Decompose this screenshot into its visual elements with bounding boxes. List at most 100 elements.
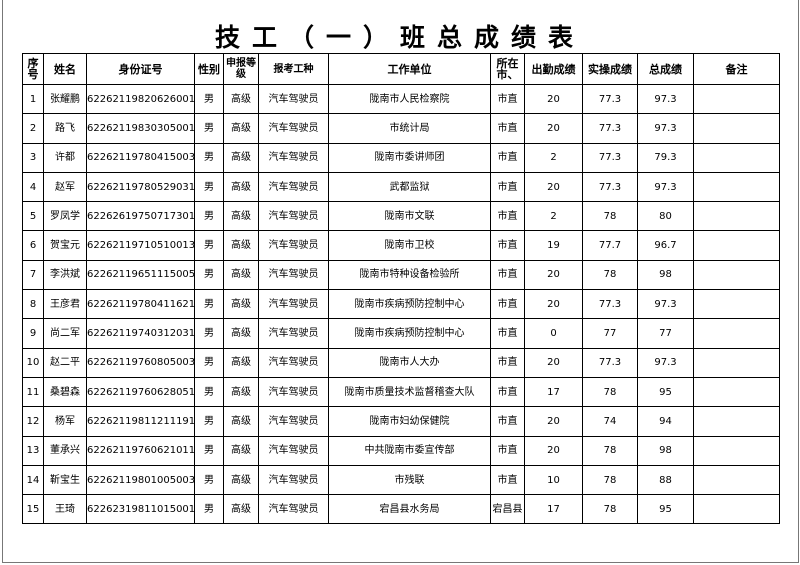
table-row: 10 赵二平 622621197608050035 男高级 汽车驾驶员 陇南市人大办 市直 2… <box>22 347 780 378</box>
cell-name: 罗凤学 <box>43 201 87 232</box>
table-row: 7 李洪斌 622621196511150051 男高级 汽车驾驶员 陇南市特种设备检验所… <box>22 259 780 291</box>
cell-practical-score: 77.3 <box>582 289 638 320</box>
cell-work-unit: 陇南市疾病预防控制中心 <box>328 318 491 349</box>
cell-city: 市直 <box>490 376 525 408</box>
cell-practical-score: 78 <box>582 435 638 466</box>
cell-work-unit: 武都监狱 <box>328 171 491 203</box>
cell-seq: 8 <box>22 289 44 320</box>
cell-city: 市直 <box>490 435 525 466</box>
cell-name: 李洪斌 <box>43 259 87 291</box>
cell-name: 路飞 <box>43 113 87 144</box>
cell-remarks <box>693 259 780 291</box>
cell-level: 高级 <box>223 318 259 349</box>
cell-remarks <box>693 464 780 496</box>
cell-practical-score: 77.3 <box>582 142 638 173</box>
cell-city: 市直 <box>490 289 525 320</box>
cell-name: 赵二平 <box>43 347 87 378</box>
cell-practical-score: 77.3 <box>582 347 638 378</box>
cell-level: 高级 <box>223 289 259 320</box>
cell-seq: 13 <box>22 435 44 466</box>
cell-level: 高级 <box>223 494 259 525</box>
cell-total-score: 95 <box>637 376 694 408</box>
cell-city: 市直 <box>490 406 525 437</box>
cell-level: 高级 <box>223 376 259 408</box>
cell-seq: 15 <box>22 494 44 525</box>
table-row: 6 贺宝元 622621197105100133 男高级 汽车驾驶员 陇南市卫校 市直 19 7… <box>22 230 780 261</box>
cell-id-number: 62262319811015001X <box>86 494 195 525</box>
cell-work-unit: 陇南市文联 <box>328 201 491 232</box>
cell-job-type: 汽车驾驶员 <box>258 201 329 232</box>
cell-seq: 14 <box>22 464 44 496</box>
cell-city: 市直 <box>490 464 525 496</box>
cell-gender: 男 <box>194 201 224 232</box>
table-row: 2 路飞 622621198303050012 男高级 汽车驾驶员 市统计局 市直 20 77.… <box>22 113 780 144</box>
cell-name: 桑碧森 <box>43 376 87 408</box>
cell-practical-score: 78 <box>582 464 638 496</box>
cell-total-score: 97.3 <box>637 83 694 115</box>
cell-name: 王彦君 <box>43 289 87 320</box>
cell-attendance-score: 0 <box>524 318 583 349</box>
cell-level: 高级 <box>223 435 259 466</box>
cell-total-score: 88 <box>637 464 694 496</box>
cell-id-number: 622621197804116214 <box>86 289 195 320</box>
cell-job-type: 汽车驾驶员 <box>258 494 329 525</box>
cell-total-score: 96.7 <box>637 230 694 261</box>
table-row: 5 罗凤学 622626197507173011 男高级 汽车驾驶员 陇南市文联 市直 2 78… <box>22 201 780 232</box>
cell-level: 高级 <box>223 347 259 378</box>
cell-city: 市直 <box>490 318 525 349</box>
table-row: 1 张耀鹏 622621198206260018 男高级 汽车驾驶员 陇南市人民检察院 市直… <box>22 83 780 115</box>
cell-city: 市直 <box>490 171 525 203</box>
cell-seq: 3 <box>22 142 44 173</box>
cell-seq: 2 <box>22 113 44 144</box>
cell-attendance-score: 2 <box>524 142 583 173</box>
cell-job-type: 汽车驾驶员 <box>258 464 329 496</box>
cell-practical-score: 78 <box>582 201 638 232</box>
header-total-score: 总成绩 <box>637 53 694 85</box>
cell-practical-score: 78 <box>582 494 638 525</box>
cell-name: 张耀鹏 <box>43 83 87 115</box>
cell-job-type: 汽车驾驶员 <box>258 259 329 291</box>
cell-city: 市直 <box>490 113 525 144</box>
cell-work-unit: 陇南市卫校 <box>328 230 491 261</box>
cell-attendance-score: 17 <box>524 376 583 408</box>
cell-attendance-score: 20 <box>524 347 583 378</box>
table-row: 12 杨军 622621198112111919 男高级 汽车驾驶员 陇南市妇幼保健院 市直… <box>22 406 780 437</box>
cell-id-number: 622621197606210111 <box>86 435 195 466</box>
cell-job-type: 汽车驾驶员 <box>258 406 329 437</box>
cell-gender: 男 <box>194 171 224 203</box>
cell-id-number: 622621198303050012 <box>86 113 195 144</box>
cell-city: 市直 <box>490 142 525 173</box>
cell-name: 王琦 <box>43 494 87 525</box>
table-row: 3 许都 622621197804150033 男高级 汽车驾驶员 陇南市委讲师团 市直 2 7… <box>22 142 780 173</box>
header-city: 所在市、 <box>490 53 525 85</box>
cell-attendance-score: 20 <box>524 259 583 291</box>
cell-job-type: 汽车驾驶员 <box>258 113 329 144</box>
cell-remarks <box>693 318 780 349</box>
cell-name: 杨军 <box>43 406 87 437</box>
cell-work-unit: 中共陇南市委宣传部 <box>328 435 491 466</box>
cell-gender: 男 <box>194 318 224 349</box>
cell-remarks <box>693 113 780 144</box>
header-work-unit: 工作单位 <box>328 53 491 85</box>
cell-job-type: 汽车驾驶员 <box>258 83 329 115</box>
cell-attendance-score: 19 <box>524 230 583 261</box>
header-remarks: 备注 <box>693 53 780 85</box>
cell-id-number: 622621197403120319 <box>86 318 195 349</box>
header-gender: 性别 <box>194 53 224 85</box>
cell-remarks <box>693 435 780 466</box>
cell-total-score: 98 <box>637 435 694 466</box>
cell-level: 高级 <box>223 142 259 173</box>
cell-total-score: 97.3 <box>637 347 694 378</box>
table-row: 14 靳宝生 622621198010050035 男高级 汽车驾驶员 市残联 市直 10 78… <box>22 464 780 496</box>
cell-remarks <box>693 406 780 437</box>
cell-remarks <box>693 289 780 320</box>
cell-id-number: 622621196511150051 <box>86 259 195 291</box>
header-job-type: 报考工种 <box>258 53 329 85</box>
cell-job-type: 汽车驾驶员 <box>258 347 329 378</box>
cell-city: 宕昌县 <box>490 494 525 525</box>
cell-attendance-score: 20 <box>524 289 583 320</box>
cell-total-score: 97.3 <box>637 113 694 144</box>
cell-attendance-score: 20 <box>524 171 583 203</box>
cell-total-score: 94 <box>637 406 694 437</box>
cell-work-unit: 陇南市人民检察院 <box>328 83 491 115</box>
